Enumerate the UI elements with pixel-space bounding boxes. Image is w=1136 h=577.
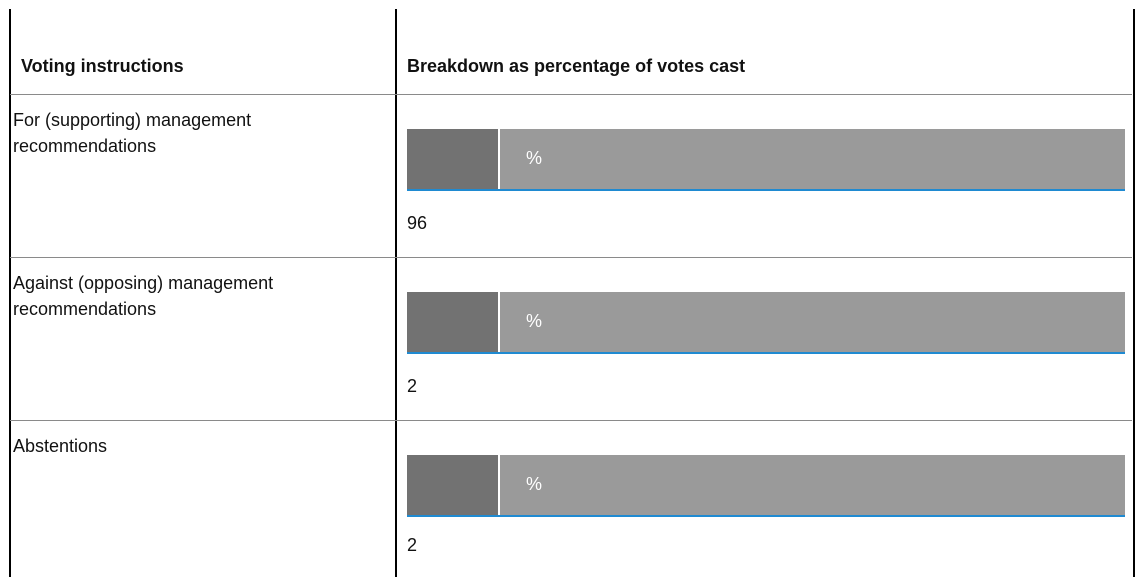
row-label: For (supporting) management recommendati… — [13, 110, 252, 156]
table-header: Voting instructions Breakdown as percent… — [11, 40, 1133, 94]
header-voting-instructions: Voting instructions — [21, 56, 184, 76]
table-row: For (supporting) management recommendati… — [11, 95, 1133, 257]
bar-separator — [498, 129, 500, 189]
header-divider — [10, 94, 1132, 95]
table-left-border — [9, 9, 11, 577]
row-label: Against (opposing) management recommenda… — [13, 273, 274, 319]
row-value: 96 — [407, 213, 428, 233]
table-right-border — [1133, 9, 1135, 577]
table-row: Abstentions % 2 — [11, 421, 1133, 577]
row-value: 2 — [407, 535, 418, 555]
percentage-bar: % — [407, 129, 1125, 191]
table-row: Against (opposing) management recommenda… — [11, 258, 1133, 420]
header-breakdown: Breakdown as percentage of votes cast — [407, 56, 746, 76]
bar-separator — [498, 455, 500, 515]
percentage-bar: % — [407, 292, 1125, 354]
row-value: 2 — [407, 376, 418, 396]
bar-segment-dark — [407, 455, 498, 515]
row-divider — [10, 257, 1132, 258]
bar-segment-dark — [407, 129, 498, 189]
bar-separator — [498, 292, 500, 352]
percent-unit: % — [526, 474, 543, 494]
bar-segment-dark — [407, 292, 498, 352]
row-divider — [10, 420, 1132, 421]
percent-unit: % — [526, 311, 543, 331]
percentage-bar: % — [407, 455, 1125, 517]
table-column-divider — [395, 9, 397, 577]
percent-unit: % — [526, 148, 543, 168]
row-label: Abstentions — [13, 436, 108, 456]
